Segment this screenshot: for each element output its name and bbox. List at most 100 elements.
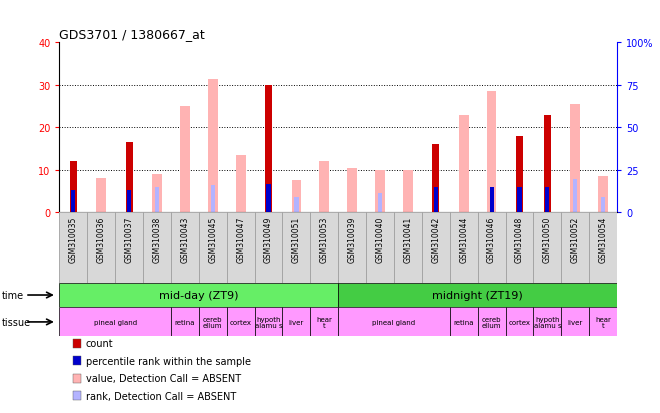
Bar — [589, 213, 617, 283]
Bar — [545, 188, 550, 213]
Text: GSM310042: GSM310042 — [432, 216, 440, 262]
Text: GSM310036: GSM310036 — [97, 216, 106, 263]
Bar — [87, 213, 116, 283]
Text: GSM310037: GSM310037 — [125, 216, 133, 263]
Bar — [115, 213, 143, 283]
Bar — [171, 213, 199, 283]
Bar — [450, 213, 478, 283]
Text: retina: retina — [175, 319, 195, 325]
Bar — [375, 170, 385, 213]
Bar — [422, 213, 450, 283]
Text: hear
t: hear t — [595, 316, 611, 328]
Bar — [517, 188, 521, 213]
Text: hypoth
alamu s: hypoth alamu s — [533, 316, 561, 328]
Text: GSM310051: GSM310051 — [292, 216, 301, 262]
Bar — [561, 213, 589, 283]
Bar — [478, 213, 506, 283]
Bar — [486, 92, 496, 213]
Bar — [394, 213, 422, 283]
Text: liver: liver — [289, 319, 304, 325]
Bar — [459, 115, 469, 213]
Bar — [208, 79, 218, 213]
Text: cereb
ellum: cereb ellum — [482, 316, 502, 328]
Bar — [478, 308, 506, 337]
Text: pineal gland: pineal gland — [372, 319, 416, 325]
Bar — [338, 283, 617, 308]
Text: liver: liver — [568, 319, 583, 325]
Bar — [96, 179, 106, 213]
Bar — [338, 213, 366, 283]
Bar — [533, 213, 561, 283]
Bar — [403, 170, 413, 213]
Bar — [310, 308, 338, 337]
Bar — [516, 136, 523, 213]
Bar — [59, 283, 338, 308]
Bar — [71, 191, 75, 213]
Bar — [366, 213, 394, 283]
Bar — [282, 308, 310, 337]
Bar — [59, 308, 171, 337]
Text: GSM310049: GSM310049 — [264, 216, 273, 263]
Text: count: count — [86, 339, 114, 349]
Text: cereb
ellum: cereb ellum — [203, 316, 222, 328]
Bar — [561, 308, 589, 337]
Bar — [180, 107, 190, 213]
Bar — [211, 185, 215, 213]
Bar — [347, 168, 357, 213]
Text: GSM310053: GSM310053 — [320, 216, 329, 263]
Bar — [432, 145, 440, 213]
Bar — [294, 197, 298, 213]
Text: GSM310048: GSM310048 — [515, 216, 524, 262]
Bar — [236, 156, 246, 213]
Text: GSM310041: GSM310041 — [403, 216, 412, 262]
Bar — [70, 162, 77, 213]
Bar — [292, 181, 302, 213]
Bar — [506, 213, 533, 283]
Bar — [255, 308, 282, 337]
Bar — [589, 308, 617, 337]
Bar — [127, 191, 131, 213]
Text: GSM310046: GSM310046 — [487, 216, 496, 263]
Text: GSM310054: GSM310054 — [599, 216, 608, 263]
Bar — [434, 186, 438, 213]
Bar — [506, 308, 533, 337]
Bar — [601, 197, 605, 213]
Bar — [265, 86, 272, 213]
Bar — [450, 308, 478, 337]
Text: midnight (ZT19): midnight (ZT19) — [432, 290, 523, 300]
Bar — [434, 188, 438, 213]
Bar — [338, 308, 450, 337]
Text: GSM310050: GSM310050 — [543, 216, 552, 263]
Bar — [378, 193, 382, 213]
Bar — [59, 213, 87, 283]
Text: pineal gland: pineal gland — [94, 319, 137, 325]
Bar — [59, 213, 617, 283]
Bar — [533, 308, 561, 337]
Bar — [598, 177, 608, 213]
Bar — [143, 213, 171, 283]
Text: GSM310035: GSM310035 — [69, 216, 78, 263]
Bar — [570, 105, 580, 213]
Text: GDS3701 / 1380667_at: GDS3701 / 1380667_at — [59, 28, 205, 41]
Text: GSM310044: GSM310044 — [459, 216, 468, 263]
Bar — [199, 308, 227, 337]
Bar — [171, 308, 199, 337]
Text: time: time — [1, 290, 24, 300]
Text: GSM310038: GSM310038 — [152, 216, 162, 262]
Text: GSM310045: GSM310045 — [209, 216, 217, 263]
Bar — [310, 213, 338, 283]
Text: hypoth
alamu s: hypoth alamu s — [255, 316, 282, 328]
Bar — [199, 213, 227, 283]
Text: hear
t: hear t — [316, 316, 332, 328]
Bar — [152, 175, 162, 213]
Text: cortex: cortex — [508, 319, 531, 325]
Bar — [544, 115, 551, 213]
Text: mid-day (ZT9): mid-day (ZT9) — [159, 290, 238, 300]
Text: rank, Detection Call = ABSENT: rank, Detection Call = ABSENT — [86, 391, 236, 401]
Text: tissue: tissue — [1, 317, 30, 327]
Bar — [282, 213, 310, 283]
Bar — [490, 188, 494, 213]
Bar — [267, 185, 271, 213]
Text: GSM310043: GSM310043 — [180, 216, 189, 263]
Bar — [155, 188, 159, 213]
